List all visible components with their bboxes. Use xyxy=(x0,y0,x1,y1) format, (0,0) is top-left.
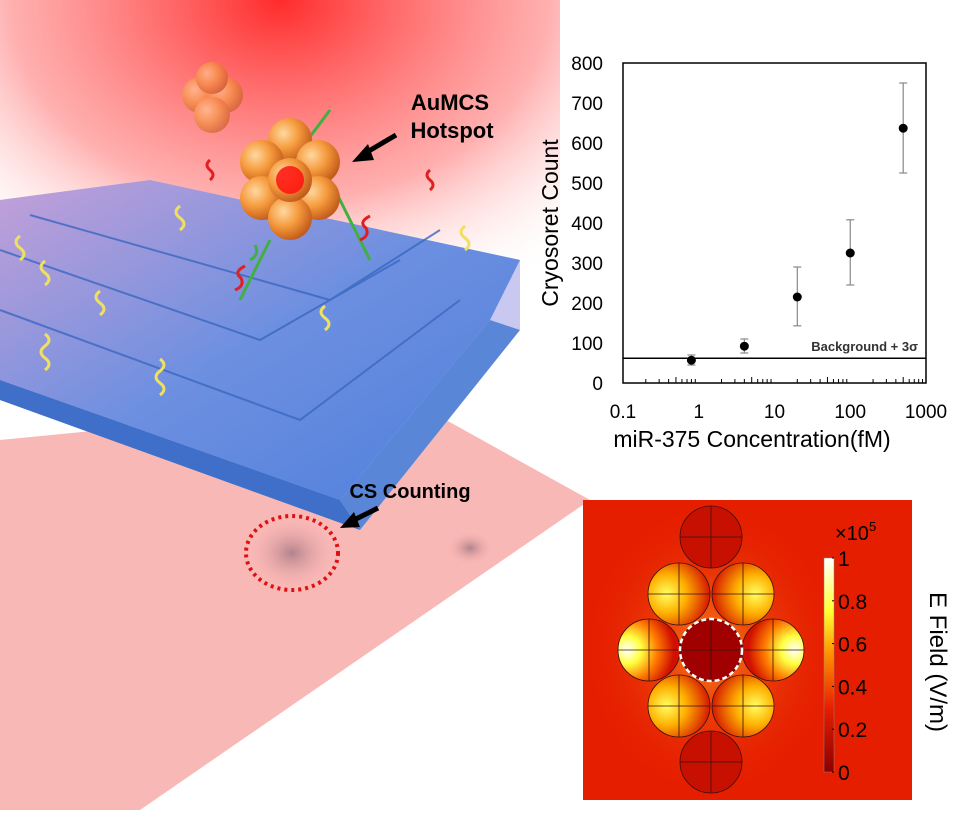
counting-label: CS Counting xyxy=(349,481,470,503)
cryosoret-spot xyxy=(250,519,334,587)
illustration: AuMCS Hotspot CS Counting xyxy=(0,0,590,810)
y-tick-label: 300 xyxy=(571,254,603,275)
colorbar-label: E Field (V/m) xyxy=(924,592,951,732)
x-tick-label: 10 xyxy=(764,402,785,423)
colorbar-tick-label: 0 xyxy=(838,762,850,785)
y-tick-label: 100 xyxy=(571,334,603,355)
data-point xyxy=(792,292,802,302)
x-tick-label: 0.1 xyxy=(610,402,636,423)
colorbar xyxy=(823,557,835,773)
grating-ridges xyxy=(0,214,461,422)
x-axis-label: miR-375 Concentration(fM) xyxy=(613,426,890,452)
counting-circle xyxy=(244,514,340,592)
hotspot-glow xyxy=(276,166,304,194)
hotspot-label: AuMCS xyxy=(411,90,489,115)
data-point xyxy=(686,355,696,365)
colorbar-tick-label: 0.6 xyxy=(838,634,867,657)
colorbar-tick-label: 1 xyxy=(838,548,850,571)
data-point xyxy=(845,248,855,258)
data-point xyxy=(739,341,749,351)
hotspot-arrow-icon xyxy=(352,132,398,162)
y-axis-label: Cryosoret Count xyxy=(537,139,563,307)
grating-side xyxy=(340,320,520,530)
aumcs-hotspot-cluster xyxy=(240,118,340,240)
plot-frame xyxy=(622,62,927,384)
particle-circles xyxy=(617,505,805,794)
y-tick-label: 500 xyxy=(571,174,603,195)
y-tick-label: 200 xyxy=(571,294,603,315)
threshold-label: Background + 3σ xyxy=(811,339,918,354)
data-point xyxy=(898,123,908,133)
aumcs-cluster-faint xyxy=(182,62,243,133)
x-tick-label: 1000 xyxy=(905,402,947,423)
y-tick-label: 700 xyxy=(571,94,603,115)
central-particle-outline xyxy=(678,617,744,683)
colorbar-tick-label: 0.2 xyxy=(838,719,867,742)
colorbar-tick-label: 0.8 xyxy=(838,591,867,614)
cryosoret-spot xyxy=(448,532,492,564)
colorbar-tick-label: 0.4 xyxy=(838,676,868,699)
y-tick-label: 400 xyxy=(571,214,603,235)
counting-arrow-icon xyxy=(340,505,380,528)
x-tick-label: 100 xyxy=(834,402,866,423)
colorbar-exponent: ×105 xyxy=(835,519,876,545)
grating-front xyxy=(0,380,360,530)
detection-plane xyxy=(0,400,590,810)
field-map: 0 0.2 0.4 0.6 0.8 1 ×105 E Field (V/m) xyxy=(581,500,951,800)
y-tick-label: 600 xyxy=(571,134,603,155)
x-tick-label: 1 xyxy=(693,402,704,423)
hotspot-label-line2: Hotspot xyxy=(410,118,494,143)
dna-strands xyxy=(14,109,471,397)
y-tick-label: 800 xyxy=(571,54,603,75)
y-tick-label: 0 xyxy=(592,374,603,395)
